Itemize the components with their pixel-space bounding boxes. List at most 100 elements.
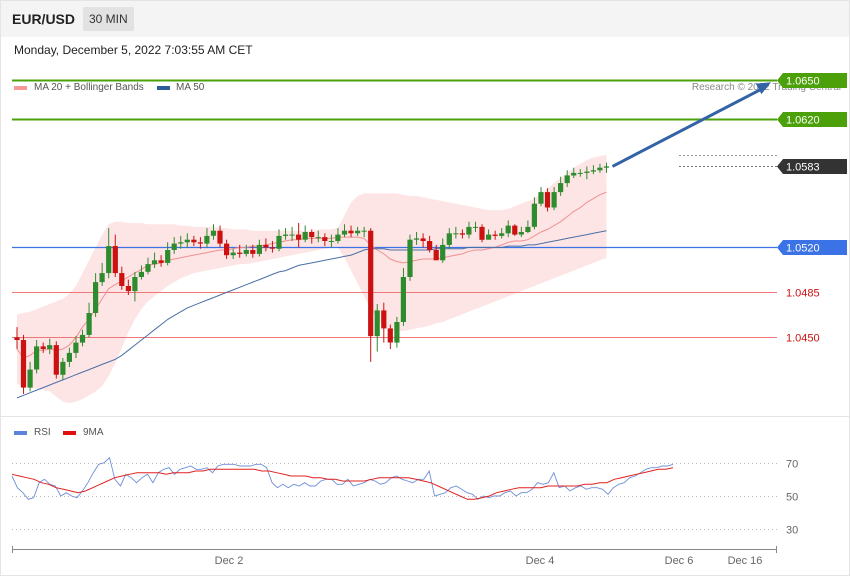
candle-body bbox=[276, 235, 282, 249]
candle-body bbox=[119, 273, 125, 286]
level-label-1.0620: 1.0620 bbox=[786, 115, 820, 127]
x-tick-label-Dec-2: Dec 2 bbox=[215, 555, 244, 567]
level-label-1.0650: 1.0650 bbox=[786, 76, 820, 88]
candle-body bbox=[518, 232, 524, 235]
candle-body bbox=[453, 233, 459, 235]
level-tag-1.0583 bbox=[777, 159, 847, 174]
candle-body bbox=[335, 234, 341, 241]
candle-body bbox=[440, 244, 446, 261]
candle-body bbox=[99, 273, 105, 283]
level-tag-1.0520 bbox=[777, 240, 847, 255]
projection-arrow-head bbox=[755, 82, 771, 95]
candle-body bbox=[499, 233, 505, 236]
candle-body bbox=[413, 238, 420, 240]
datetime-label: Monday, December 5, 2022 7:03:55 AM CET bbox=[14, 43, 253, 57]
candle-body bbox=[577, 172, 583, 174]
candle-body bbox=[158, 260, 164, 263]
candle-body bbox=[492, 234, 498, 236]
candle-body bbox=[420, 238, 426, 241]
candle-body bbox=[282, 234, 289, 236]
candle-body bbox=[590, 170, 596, 172]
candle-body bbox=[446, 233, 452, 245]
candle-body bbox=[171, 243, 177, 250]
level-label-1.0450: 1.0450 bbox=[786, 333, 820, 345]
ma50-legend-label: MA 50 bbox=[176, 82, 205, 93]
candle-body bbox=[237, 252, 243, 254]
x-tick-label-Dec-16: Dec 16 bbox=[728, 555, 763, 567]
candle-body bbox=[79, 334, 86, 343]
ma20-legend-swatch bbox=[14, 86, 27, 90]
candle-body bbox=[217, 230, 223, 244]
candle-body bbox=[558, 183, 564, 193]
candle-body bbox=[381, 310, 387, 329]
candle-body bbox=[328, 241, 334, 242]
candle-body bbox=[53, 345, 59, 375]
candle-body bbox=[564, 175, 570, 184]
candle-body bbox=[289, 234, 295, 236]
candle-body bbox=[40, 346, 46, 349]
rsi-tick-label-50: 50 bbox=[786, 492, 798, 504]
candle-body bbox=[571, 172, 577, 176]
candle-body bbox=[407, 239, 413, 277]
candle-body bbox=[14, 337, 20, 340]
candle-body bbox=[125, 286, 131, 292]
candle-body bbox=[394, 322, 400, 343]
ma50-legend-swatch bbox=[157, 86, 170, 90]
candle-body bbox=[224, 243, 230, 256]
candle-body bbox=[603, 166, 610, 168]
rsi-legend-swatch bbox=[14, 431, 27, 435]
candle-body bbox=[204, 235, 210, 244]
candle-body bbox=[138, 271, 144, 277]
candle-body bbox=[86, 313, 92, 335]
candle-body bbox=[322, 237, 328, 241]
rsi-legend-label: RSI bbox=[34, 427, 51, 438]
candle-body bbox=[34, 346, 40, 370]
level-tag-1.0650 bbox=[777, 73, 847, 88]
candle-body bbox=[66, 352, 72, 362]
candle-body bbox=[296, 234, 302, 240]
candle-body bbox=[525, 226, 531, 232]
rsi-ma-legend-swatch bbox=[63, 431, 76, 435]
bollinger-band bbox=[17, 154, 607, 403]
rsi-ma-legend-label: 9MA bbox=[83, 427, 104, 438]
candle-body bbox=[387, 328, 393, 343]
candle-body bbox=[269, 247, 275, 249]
rsi-tick-label-30: 30 bbox=[786, 525, 798, 537]
candle-body bbox=[544, 192, 551, 208]
candle-body bbox=[256, 244, 262, 254]
timeframe-badge[interactable]: 30 MIN bbox=[83, 7, 134, 31]
candle-body bbox=[309, 232, 315, 238]
candle-body bbox=[368, 230, 374, 337]
instrument-title: EUR/USD bbox=[12, 11, 76, 27]
candle-body bbox=[184, 239, 190, 243]
rsi-ma-line bbox=[11, 467, 674, 500]
candle-body bbox=[400, 277, 406, 322]
level-tag-1.0620 bbox=[777, 112, 847, 127]
candle-body bbox=[427, 241, 433, 250]
candle-body bbox=[20, 340, 27, 388]
candle-body bbox=[459, 233, 465, 235]
candle-body bbox=[486, 234, 492, 240]
candle-body bbox=[151, 260, 158, 265]
rsi-tick-label-70: 70 bbox=[786, 459, 798, 471]
candle-body bbox=[505, 225, 511, 234]
candle-body bbox=[132, 277, 138, 292]
projection-arrow-line bbox=[611, 86, 764, 168]
level-label-1.0485: 1.0485 bbox=[786, 288, 820, 300]
candle-body bbox=[243, 250, 249, 254]
candle-body bbox=[531, 203, 537, 227]
ma50-line bbox=[16, 230, 607, 399]
candle-body bbox=[355, 230, 361, 234]
rsi-line bbox=[11, 456, 674, 500]
top-bar: EUR/USD 30 MIN bbox=[1, 1, 849, 37]
candle-body bbox=[479, 226, 485, 240]
candle-body bbox=[315, 237, 321, 239]
candle-body bbox=[263, 244, 269, 248]
candle-body bbox=[106, 246, 112, 274]
candle-body bbox=[374, 310, 380, 337]
candle-body bbox=[93, 282, 99, 313]
candle-body bbox=[584, 171, 590, 173]
level-label-1.0583: 1.0583 bbox=[786, 162, 820, 174]
candle-body bbox=[250, 250, 256, 254]
